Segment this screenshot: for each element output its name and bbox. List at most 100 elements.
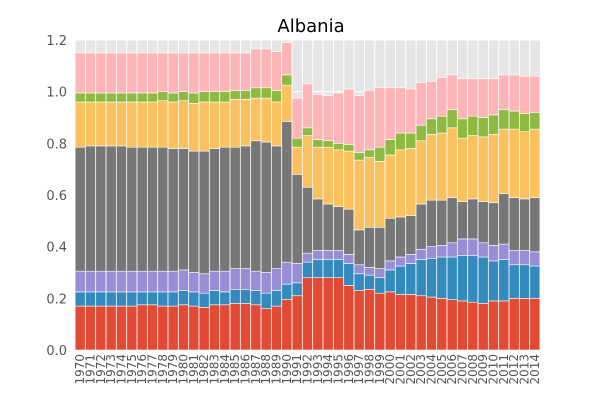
bar-segment-1971-6: [85, 52, 96, 94]
x-tick-label: 1976: [135, 354, 149, 385]
bar-segment-2003-1: [415, 259, 427, 297]
bar-segment-1970-6: [74, 52, 86, 94]
bar-segment-1982-3: [198, 150, 210, 275]
bar-segment-2005-3: [436, 199, 448, 246]
bar-segment-1995-5: [333, 143, 344, 151]
x-tick-label: 1973: [104, 354, 118, 385]
bar-segment-1999-0: [374, 292, 386, 351]
bar-segment-1975-3: [126, 146, 138, 272]
bar-segment-1986-3: [240, 145, 251, 269]
x-tick-label: 1990: [280, 354, 294, 385]
bar-segment-2010-6: [488, 78, 499, 116]
bar-segment-1994-4: [322, 146, 334, 205]
bar-segment-1977-4: [147, 101, 158, 148]
bar-segment-2009-1: [477, 256, 489, 304]
x-tick-label: 2006: [445, 354, 459, 385]
bar-segment-1972-6: [95, 52, 107, 94]
bar-segment-2000-6: [384, 87, 396, 140]
bar-segment-1971-2: [85, 270, 96, 293]
bar-segment-1985-3: [229, 146, 241, 269]
bar-segment-2009-6: [477, 78, 489, 118]
bar-segment-2001-3: [395, 216, 406, 258]
bar-segment-1984-3: [219, 146, 231, 272]
bar-segment-1972-4: [95, 101, 107, 147]
bar-segment-2006-5: [446, 109, 458, 129]
bar-segment-1989-1: [271, 290, 282, 307]
x-tick-label: 2010: [487, 354, 501, 385]
bar-segment-1990-5: [281, 74, 293, 86]
bar-segment-2007-3: [457, 201, 468, 240]
bar-segment-1982-4: [198, 101, 210, 152]
bar-segment-1978-2: [157, 270, 169, 293]
bar-segment-1988-2: [260, 272, 272, 294]
bar-segment-1990-1: [281, 283, 293, 300]
x-tick-label: 1977: [146, 354, 160, 385]
bar-segment-2001-1: [395, 265, 406, 295]
bar-segment-1984-0: [219, 304, 231, 351]
bar-segment-1994-0: [322, 277, 334, 351]
bar-segment-1993-6: [312, 93, 324, 140]
bar-segment-2003-0: [415, 295, 427, 351]
x-tick-label: 1991: [290, 354, 304, 385]
bar-segment-1991-5: [291, 137, 303, 148]
bar-segment-1986-6: [240, 52, 251, 91]
bar-segment-1987-2: [250, 270, 262, 291]
x-tick-label: 2004: [425, 354, 439, 385]
bar-segment-1998-0: [364, 288, 375, 351]
bar-segment-2003-2: [415, 248, 427, 260]
bar-segment-1995-4: [333, 149, 344, 207]
bar-segment-1997-5: [353, 152, 365, 161]
bar-segment-1979-6: [167, 52, 179, 94]
bar-segment-2007-4: [457, 137, 468, 202]
bar-segment-2013-2: [519, 250, 530, 266]
chart-title: Albania: [277, 16, 344, 37]
y-tick-label: 0.4: [46, 241, 67, 256]
bar-segment-1974-0: [116, 305, 127, 351]
x-tick-label: 2012: [507, 354, 521, 385]
bar-segment-1970-1: [74, 291, 86, 307]
x-tick-label: 2002: [404, 354, 418, 385]
bar-segment-1972-0: [95, 305, 107, 351]
x-tick-label: 1989: [270, 354, 284, 385]
x-tick-label: 1983: [208, 354, 222, 385]
bar-segment-1997-1: [353, 273, 365, 291]
bar-segment-1982-1: [198, 292, 210, 308]
bar-segment-2002-4: [405, 148, 417, 216]
bar-segment-1983-2: [209, 270, 220, 291]
bar-segment-1992-0: [302, 277, 313, 351]
bar-segment-1980-1: [178, 290, 189, 306]
x-tick-label: 1978: [156, 354, 170, 385]
bar-segment-1992-5: [302, 127, 313, 136]
bar-segment-2012-4: [508, 128, 520, 198]
bar-segment-1977-2: [147, 270, 158, 293]
bar-segment-1988-5: [260, 87, 272, 99]
bar-segment-2008-3: [467, 198, 479, 240]
bar-segment-1995-0: [333, 277, 344, 351]
bar-segment-2013-5: [519, 113, 530, 133]
x-tick-label: 1975: [125, 354, 139, 385]
bar-segment-1970-4: [74, 101, 86, 148]
bar-segment-1988-0: [260, 308, 272, 351]
bar-segment-2000-1: [384, 269, 396, 293]
bar-segment-2008-5: [467, 115, 479, 136]
bar-segment-2007-0: [457, 300, 468, 351]
bar-segment-2011-3: [498, 193, 510, 245]
bar-segment-2006-0: [446, 299, 458, 351]
bar-segment-2000-3: [384, 217, 396, 262]
bar-segment-1977-3: [147, 146, 158, 272]
bar-segment-1999-5: [374, 146, 386, 162]
bar-segment-2005-6: [436, 77, 448, 117]
bar-segment-1987-3: [250, 140, 262, 272]
bar-segment-2006-2: [446, 242, 458, 258]
bar-segment-2005-2: [436, 245, 448, 258]
x-tick-label: 1995: [332, 354, 346, 385]
bar-segment-1995-1: [333, 259, 344, 278]
bar-segment-1977-0: [147, 304, 158, 351]
bar-segment-1993-5: [312, 139, 324, 148]
bar-segment-2002-5: [405, 132, 417, 149]
y-axis-ticks: 0.0 0.2 0.4 0.6 0.8 1.0 1.2: [46, 34, 67, 359]
bar-segment-2003-3: [415, 203, 427, 250]
bar-segment-1986-1: [240, 288, 251, 304]
bar-segment-2011-0: [498, 300, 510, 351]
bar-segment-2009-2: [477, 242, 489, 258]
